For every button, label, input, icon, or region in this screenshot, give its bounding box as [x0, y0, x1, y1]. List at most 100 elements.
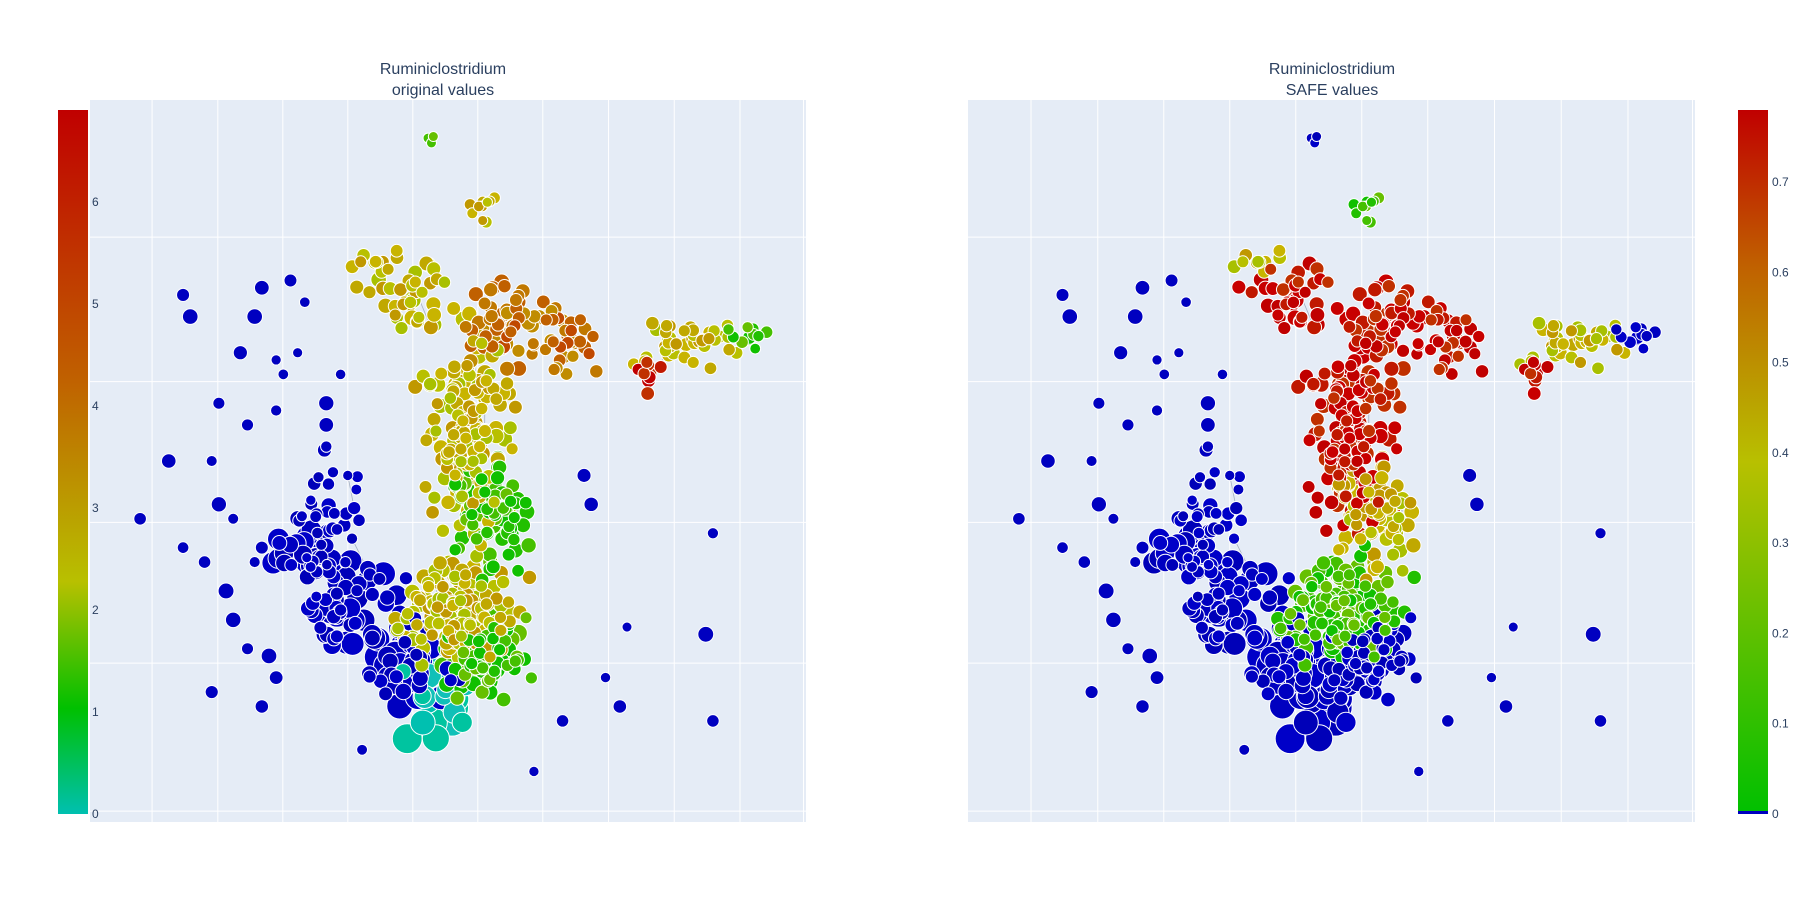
network-node [431, 616, 446, 631]
network-node [1209, 506, 1223, 520]
network-node [1377, 643, 1391, 657]
network-node [227, 512, 240, 525]
network-node [1358, 579, 1373, 593]
network-node [1386, 595, 1400, 609]
network-node [1196, 538, 1209, 551]
network-node [1380, 574, 1395, 590]
network-node [1364, 525, 1378, 540]
network-node [1192, 526, 1206, 540]
network-node [486, 631, 500, 646]
network-node [309, 510, 323, 524]
network-node [1232, 483, 1245, 496]
network-node [1211, 629, 1226, 644]
network-node [1272, 243, 1287, 258]
chart-title-right: Ruminiclostridium [1269, 61, 1395, 78]
network-node [471, 634, 486, 649]
network-node [1121, 642, 1135, 656]
network-node [459, 431, 473, 445]
network-node [459, 568, 473, 582]
network-node [403, 295, 418, 310]
network-node [463, 618, 477, 632]
colorbar-tick-label: 1 [92, 705, 99, 719]
network-node [1216, 368, 1229, 381]
network-node [501, 595, 516, 609]
network-node [1387, 420, 1403, 436]
network-node [1546, 319, 1561, 333]
network-node [1593, 714, 1608, 728]
network-node [1451, 349, 1465, 363]
colorbar-left: 0 1 2 3 4 5 6 [58, 110, 99, 821]
network-node [372, 571, 387, 586]
network-node [1640, 329, 1653, 343]
network-node [559, 367, 574, 381]
network-node [411, 669, 429, 687]
network-node [1309, 411, 1325, 427]
network-node [427, 490, 442, 505]
network-node [456, 414, 470, 428]
colorbar-tick-label: 5 [92, 297, 99, 311]
network-node [505, 442, 519, 456]
network-node [706, 527, 720, 540]
colorbar-tick-label: 0 [92, 807, 99, 821]
colorbar-left-gradient [58, 110, 88, 814]
network-node [356, 743, 369, 756]
network-node [1085, 454, 1098, 468]
network-node [583, 496, 599, 513]
network-node [426, 306, 443, 323]
network-node [412, 310, 426, 324]
network-node [1526, 386, 1542, 401]
network-node [310, 590, 323, 603]
network-node [1012, 511, 1026, 526]
network-node [442, 445, 456, 459]
network-node [1332, 543, 1346, 557]
network-node [1365, 196, 1378, 208]
network-node [722, 342, 736, 357]
network-node [535, 294, 551, 310]
panel-safe-values: Ruminiclostridium SAFE values 0 0.1 0.2 0.3… [968, 61, 1789, 822]
network-node [409, 709, 436, 736]
network-node [1358, 401, 1373, 416]
network-node [1113, 345, 1129, 361]
network-node [1591, 361, 1605, 376]
network-node [1367, 282, 1383, 298]
network-node [268, 670, 284, 685]
network-node [160, 453, 177, 469]
network-node [430, 397, 444, 411]
network-node [1371, 495, 1385, 509]
network-node [318, 395, 335, 412]
network-node [1200, 417, 1216, 433]
network-node [483, 650, 497, 664]
network-node [489, 470, 506, 486]
network-node [477, 424, 492, 438]
network-node [270, 354, 282, 366]
network-node [1090, 496, 1108, 513]
network-node [1589, 332, 1604, 346]
chart-subtitle-left: original values [392, 82, 494, 99]
network-node [1180, 296, 1192, 308]
network-node [1357, 440, 1371, 454]
network-node [1378, 623, 1392, 637]
network-node [1358, 472, 1373, 486]
network-node [1306, 376, 1321, 392]
network-node [1244, 669, 1259, 684]
network-node [586, 329, 600, 344]
network-node [479, 374, 493, 388]
network-node [398, 571, 414, 586]
network-node [320, 440, 333, 453]
network-node [410, 618, 424, 632]
network-node [1314, 600, 1328, 614]
network-node [1212, 523, 1226, 536]
network-node [640, 355, 654, 369]
network-node [1150, 404, 1164, 417]
network-node [181, 308, 199, 325]
network-node [1330, 428, 1344, 442]
network-node [1190, 510, 1204, 524]
network-node [240, 418, 255, 432]
network-node [1359, 336, 1373, 351]
network-node [1564, 324, 1578, 338]
network-node [477, 296, 492, 311]
colorbar-tick-label: 0.6 [1772, 265, 1789, 279]
network-node [1594, 527, 1607, 540]
network-node [524, 671, 538, 685]
network-node [313, 620, 328, 635]
